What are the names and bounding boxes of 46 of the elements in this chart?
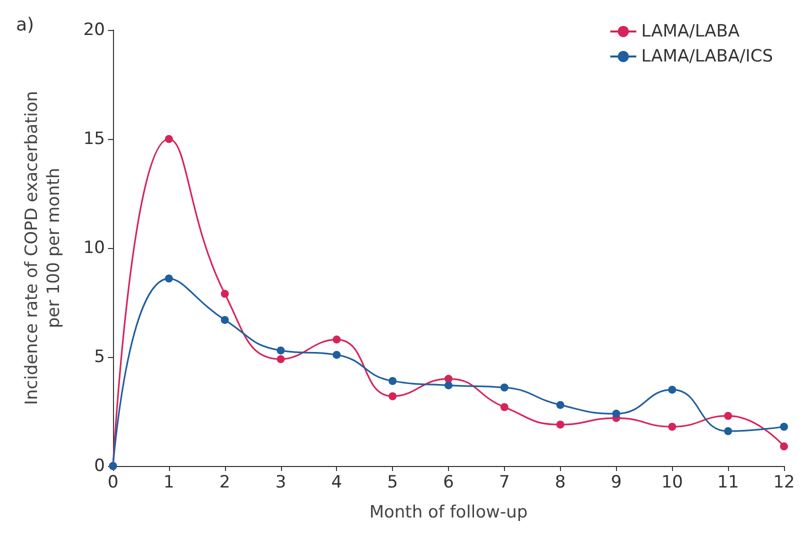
point: [332, 350, 341, 359]
x-tick-label: 10: [661, 472, 683, 492]
x-tick-label: 7: [499, 472, 510, 492]
point: [500, 384, 508, 392]
point: [164, 135, 173, 143]
y-tick-label: 15: [83, 129, 105, 149]
x-tick-label: 2: [219, 472, 230, 492]
x-tick-label: 11: [717, 472, 739, 492]
y-tick-label: 20: [83, 20, 105, 40]
x-axis-title: Month of follow-up: [369, 502, 528, 522]
point: [220, 290, 229, 298]
x-tick-label: 0: [108, 472, 118, 492]
point: [724, 427, 732, 436]
x-tick-label: 1: [164, 472, 174, 492]
point: [388, 376, 397, 385]
y-axis-title: Incidence rate of COPD exacerbation per 100 per month: [22, 90, 64, 406]
y-tick-label: 0: [94, 456, 105, 476]
point: [724, 412, 732, 420]
point: [276, 355, 285, 364]
point: [668, 386, 676, 394]
point: [780, 442, 788, 450]
legend-label: LAMA/LABA: [641, 22, 740, 42]
x-tick-label: 6: [443, 472, 454, 492]
point: [556, 420, 564, 429]
y-tick-label: 10: [83, 238, 105, 258]
point: [780, 422, 788, 431]
point: [388, 392, 397, 400]
point: [444, 374, 452, 383]
x-tick-label: 9: [610, 472, 622, 492]
point: [332, 336, 341, 344]
point: [500, 403, 508, 412]
x-tick-label: 5: [387, 472, 398, 492]
x-tick-label: 4: [331, 472, 342, 492]
point: [444, 381, 452, 390]
point: [220, 316, 229, 324]
point: [556, 400, 564, 409]
x-tick-label: 3: [275, 472, 286, 492]
y-tick-label: 5: [94, 347, 105, 367]
legend-label: LAMA/LABA/ICS: [641, 46, 774, 66]
x-tick-label: 8: [554, 472, 566, 492]
point: [612, 410, 620, 418]
point: [668, 422, 676, 431]
point: [276, 346, 285, 354]
x-tick-label: 12: [773, 472, 795, 492]
point: [164, 274, 173, 283]
text: a): [16, 14, 34, 36]
